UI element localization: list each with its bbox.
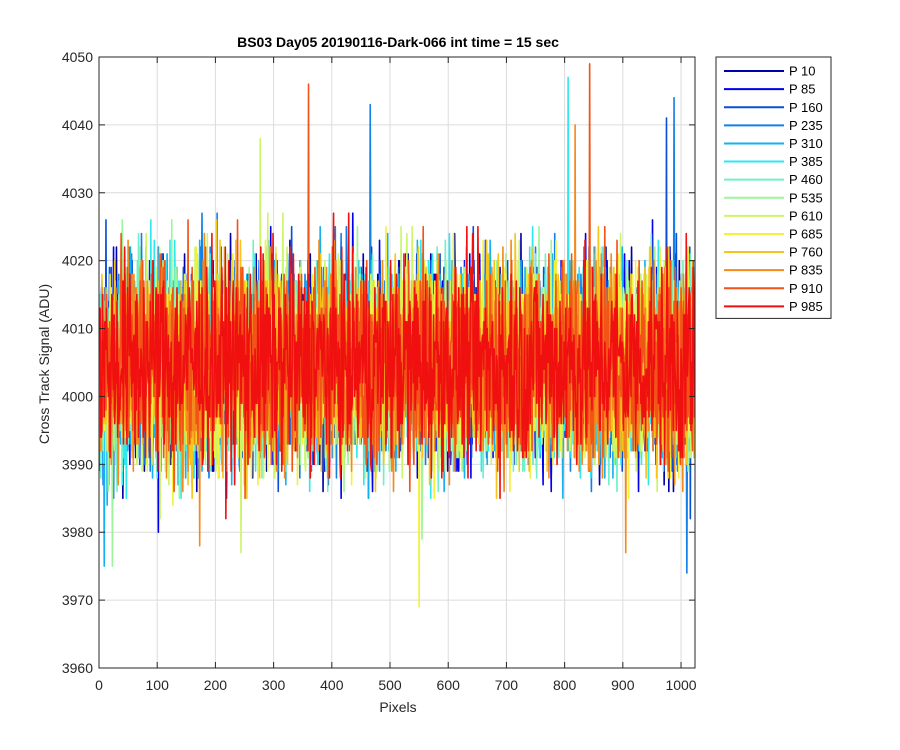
x-tick-label: 300: [262, 677, 286, 693]
x-tick-label: 400: [320, 677, 344, 693]
y-tick-label: 4040: [62, 117, 93, 133]
x-axis: 0 100 200 300 400 500 600 700 800 900 1000: [95, 57, 697, 693]
y-tick-label: 4010: [62, 321, 93, 337]
y-tick-label: 4050: [62, 49, 93, 65]
y-tick-label: 3990: [62, 456, 93, 472]
x-tick-label: 0: [95, 677, 103, 693]
legend-label: P 835: [789, 263, 823, 278]
chart-title: BS03 Day05 20190116-Dark-066 int time = …: [237, 34, 559, 50]
y-tick-label: 3970: [62, 592, 93, 608]
y-axis: 3960 3970 3980 3990 4000 4010 4020 4030 4040 4050: [62, 49, 695, 676]
legend-label: P 910: [789, 281, 823, 296]
legend-label: P 160: [789, 100, 823, 115]
x-tick-label: 100: [146, 677, 170, 693]
legend-label: P 760: [789, 245, 823, 260]
legend-label: P 535: [789, 190, 823, 205]
legend-label: P 235: [789, 118, 823, 133]
x-tick-label: 800: [553, 677, 577, 693]
y-tick-label: 4030: [62, 185, 93, 201]
y-tick-label: 3980: [62, 524, 93, 540]
x-tick-label: 600: [437, 677, 461, 693]
legend-label: P 85: [789, 82, 816, 97]
x-tick-label: 200: [204, 677, 228, 693]
series-line: [99, 212, 695, 520]
x-tick-label: 900: [611, 677, 635, 693]
x-axis-label: Pixels: [379, 699, 416, 715]
plot-area: 0 100 200 300 400 500 600 700 800 900 1000 3960 397…: [62, 49, 697, 693]
legend-label: P 610: [789, 208, 823, 223]
axes-box: [98, 56, 696, 669]
x-tick-label: 700: [495, 677, 519, 693]
legend-label: P 310: [789, 136, 823, 151]
y-tick-label: 4000: [62, 388, 93, 404]
legend: P 10 P 85 P 160 P 235 P 310 P 385 P 460 P 535 P …: [715, 56, 832, 319]
y-tick-label: 4020: [62, 253, 93, 269]
legend-label: P 460: [789, 172, 823, 187]
x-tick-label: 1000: [665, 677, 696, 693]
legend-label: P 385: [789, 154, 823, 169]
legend-box: [715, 56, 832, 319]
series-layer: [99, 62, 695, 608]
legend-label: P 685: [789, 226, 823, 241]
legend-label: P 10: [789, 64, 816, 79]
y-tick-label: 3960: [62, 660, 93, 676]
legend-label: P 985: [789, 299, 823, 314]
x-tick-label: 500: [378, 677, 402, 693]
y-axis-label: Cross Track Signal (ADU): [36, 284, 52, 444]
